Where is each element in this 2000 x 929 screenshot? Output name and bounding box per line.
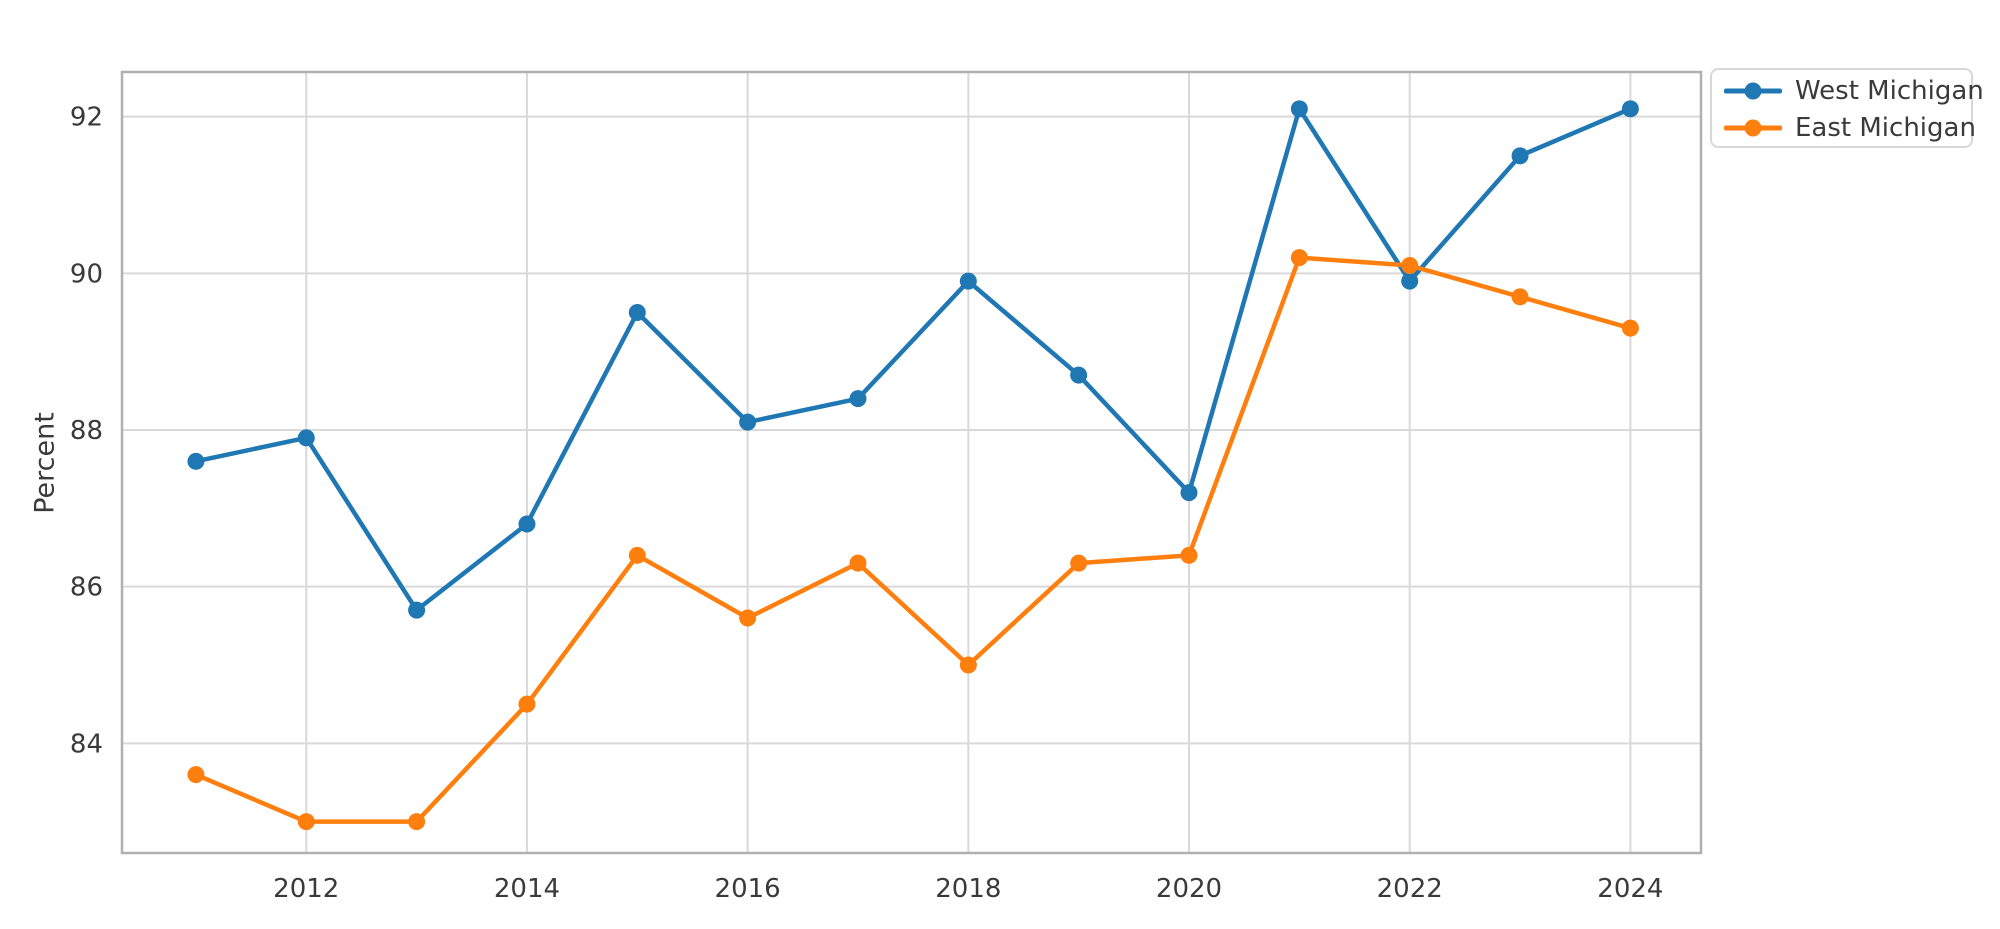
west-michigan-data-point: [1290, 100, 1308, 118]
tick-labels: 2012 2014 2016 2018 2020 2022 2024 84 86 88 90 92: [70, 103, 1664, 904]
series-east-michigan: [187, 249, 1639, 831]
west-michigan-data-point: [1180, 484, 1198, 502]
east-michigan-data-point: [1511, 288, 1529, 306]
east-michigan-data-point: [187, 766, 205, 784]
x-tick-label: 2014: [494, 874, 560, 904]
east-michigan-data-point: [408, 813, 426, 831]
legend-line-sample-icon: [1724, 82, 1782, 100]
west-michigan-data-point: [739, 413, 757, 431]
east-michigan-data-point: [1401, 256, 1419, 274]
west-michigan-line: [193, 106, 1633, 613]
legend-label-east-michigan: East Michigan: [1795, 112, 1976, 143]
y-tick-label: 90: [70, 259, 103, 289]
y-tick-label: 92: [70, 103, 103, 133]
west-michigan-data-point: [518, 515, 536, 533]
x-tick-label: 2016: [715, 874, 781, 904]
west-michigan-data-point: [408, 601, 426, 619]
east-michigan-data-point: [1070, 554, 1088, 572]
west-michigan-data-point: [849, 390, 867, 408]
west-michigan-data-point: [1070, 366, 1088, 384]
east-michigan-data-point: [297, 813, 315, 831]
west-michigan-data-point: [1401, 272, 1419, 290]
west-michigan-data-point: [1511, 147, 1529, 165]
x-tick-label: 2018: [935, 874, 1001, 904]
legend-item-west-michigan: West Michigan: [1724, 72, 1984, 109]
east-michigan-data-point: [1180, 546, 1198, 564]
east-michigan-data-point: [518, 695, 536, 713]
legend: West Michigan East Michigan: [1710, 68, 1984, 148]
x-tick-label: 2020: [1156, 874, 1222, 904]
west-michigan-data-point: [187, 452, 205, 470]
legend-line-sample-icon: [1724, 119, 1782, 137]
grid: [122, 72, 1701, 853]
y-tick-label: 86: [70, 573, 103, 603]
west-michigan-data-point: [959, 272, 977, 290]
y-tick-label: 84: [70, 729, 103, 759]
east-michigan-data-point: [628, 546, 646, 564]
east-michigan-data-point: [739, 609, 757, 627]
east-michigan-data-point: [849, 554, 867, 572]
series-west-michigan: [187, 100, 1639, 619]
east-michigan-data-point: [1290, 249, 1308, 267]
west-michigan-data-point: [297, 429, 315, 447]
y-tick-label: 88: [70, 416, 103, 446]
west-michigan-data-point: [628, 303, 646, 321]
legend-marker-icon: [1744, 82, 1762, 99]
west-michigan-data-point: [1621, 100, 1639, 118]
x-tick-label: 2022: [1377, 874, 1443, 904]
legend-label-west-michigan: West Michigan: [1795, 75, 1984, 106]
east-michigan-data-point: [1621, 319, 1639, 337]
legend-item-east-michigan: East Michigan: [1724, 109, 1976, 146]
x-tick-label: 2024: [1597, 874, 1663, 904]
east-michigan-data-point: [959, 656, 977, 674]
x-tick-label: 2012: [273, 874, 339, 904]
east-michigan-line: [193, 255, 1633, 824]
legend-marker-icon: [1744, 119, 1762, 136]
plot-border: [120, 70, 1703, 855]
